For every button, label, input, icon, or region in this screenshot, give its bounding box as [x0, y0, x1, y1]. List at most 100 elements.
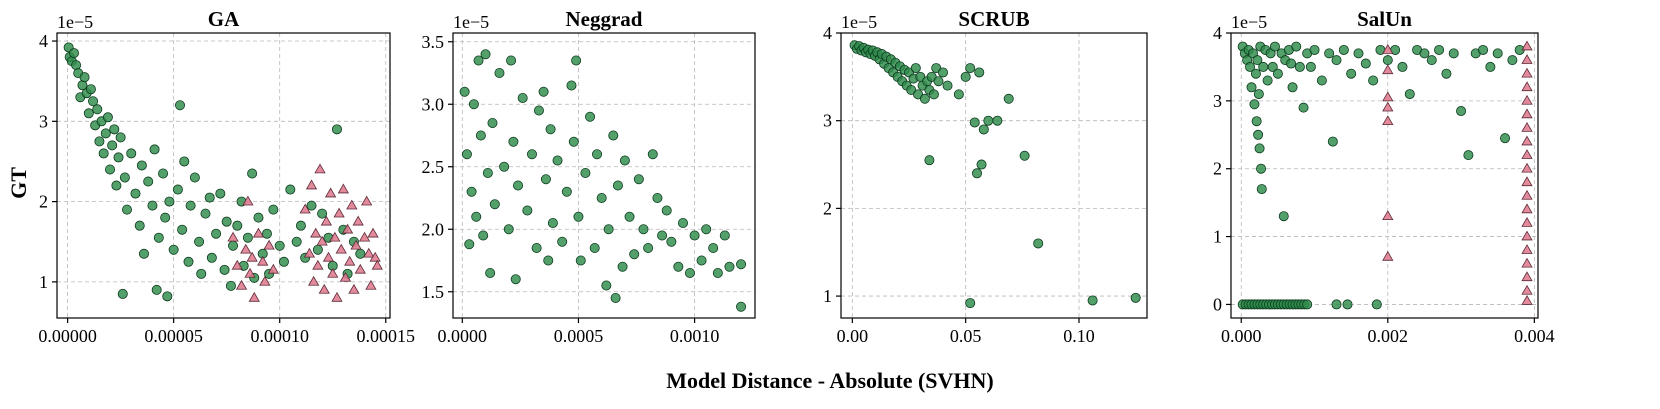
point-retain	[138, 248, 149, 259]
point-retain	[953, 89, 964, 100]
point-retain	[196, 268, 207, 279]
point-retain	[232, 220, 243, 231]
point-forget	[1382, 101, 1394, 112]
point-retain	[1309, 44, 1320, 55]
point-retain	[531, 242, 542, 253]
y-tick-label: 4	[39, 31, 48, 51]
point-retain	[100, 128, 111, 139]
y-offset-label: 1e−5	[841, 12, 877, 32]
point-retain	[992, 115, 1003, 126]
point-retain	[494, 68, 505, 79]
point-retain	[638, 224, 649, 235]
point-retain	[603, 224, 614, 235]
point-retain	[1291, 41, 1302, 52]
point-retain	[1368, 75, 1379, 86]
point-retain	[969, 117, 980, 128]
point-retain	[464, 239, 475, 250]
point-retain	[1507, 55, 1518, 66]
point-retain	[1404, 89, 1415, 100]
point-forget	[227, 231, 239, 242]
y-tick-label: 3	[1213, 91, 1222, 111]
y-tick-label: 3.0	[422, 94, 445, 114]
point-retain	[143, 176, 154, 187]
y-tick-label: 2	[1213, 159, 1222, 179]
point-forget	[1521, 121, 1533, 132]
point-retain	[117, 288, 128, 299]
point-retain	[1278, 211, 1289, 222]
point-forget	[337, 183, 349, 194]
point-retain	[617, 261, 628, 272]
point-retain	[571, 55, 582, 66]
point-retain	[1286, 58, 1297, 69]
x-tick-label: 0.002	[1368, 326, 1409, 346]
point-retain	[312, 244, 323, 255]
point-forget	[331, 291, 343, 302]
points-ga	[63, 42, 383, 302]
point-retain	[513, 180, 524, 191]
point-forget	[341, 223, 354, 234]
point-retain	[175, 100, 186, 111]
point-retain	[285, 184, 296, 195]
point-retain	[134, 220, 145, 231]
point-retain	[107, 140, 118, 151]
point-retain	[317, 208, 328, 219]
x-tick-label: 0.00000	[38, 326, 97, 346]
point-forget	[1521, 244, 1533, 254]
point-retain	[482, 167, 493, 178]
point-retain	[461, 149, 472, 160]
point-retain	[933, 76, 944, 87]
point-forget	[1521, 108, 1533, 119]
point-retain	[278, 256, 289, 267]
point-retain	[589, 242, 600, 253]
point-retain	[1419, 48, 1430, 59]
point-retain	[938, 67, 949, 78]
point-forget	[1521, 94, 1533, 105]
point-forget	[303, 247, 316, 258]
point-retain	[1250, 68, 1261, 79]
plot-frame	[1230, 32, 1539, 319]
point-retain	[475, 130, 486, 141]
point-retain	[1360, 58, 1371, 69]
point-forget	[1521, 67, 1533, 78]
x-axis-label: Model Distance - Absolute (SVHN)	[666, 368, 994, 393]
point-retain	[508, 136, 519, 147]
point-retain	[295, 220, 306, 231]
point-retain	[1316, 75, 1327, 86]
point-retain	[121, 204, 132, 215]
point-forget	[369, 251, 381, 262]
point-forget	[244, 267, 256, 278]
point-retain	[111, 180, 122, 191]
point-retain	[510, 274, 521, 285]
plot-frame	[56, 32, 391, 319]
point-retain	[98, 148, 109, 159]
y-tick-label: 2	[39, 192, 48, 212]
y-tick-label: 1	[1213, 227, 1222, 247]
point-forget	[320, 215, 333, 226]
points-scrub	[849, 40, 1141, 309]
point-retain	[185, 200, 196, 211]
point-forget	[352, 215, 364, 226]
point-retain	[978, 124, 989, 135]
point-retain	[575, 255, 586, 266]
x-tick-label: 0.00010	[250, 326, 309, 346]
point-retain	[1253, 129, 1264, 140]
point-retain	[194, 236, 205, 247]
point-retain	[1492, 48, 1503, 59]
point-retain	[1478, 44, 1489, 55]
point-retain	[1463, 150, 1474, 161]
point-retain	[1087, 295, 1098, 306]
point-retain	[291, 236, 302, 247]
point-retain	[910, 63, 921, 74]
point-retain	[942, 80, 953, 91]
point-forget	[363, 247, 375, 258]
point-retain	[689, 230, 700, 241]
point-retain	[151, 284, 162, 295]
point-retain	[736, 301, 747, 312]
x-tick-label: 0.00	[837, 326, 869, 346]
point-forget	[348, 283, 360, 294]
panel-title: SCRUB	[958, 7, 1029, 31]
y-tick-label: 0	[1213, 294, 1222, 314]
point-forget	[1521, 295, 1533, 305]
point-retain	[160, 212, 171, 223]
point-retain	[684, 267, 695, 278]
